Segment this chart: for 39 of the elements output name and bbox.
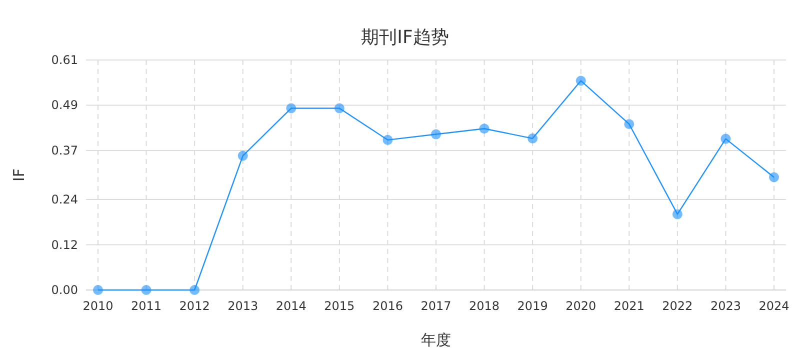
point [624, 119, 634, 130]
y-tick-label: 0.37 [51, 143, 78, 158]
y-tick-label: 0.24 [51, 192, 78, 207]
point [141, 285, 152, 295]
x-tick-label: 2021 [614, 299, 644, 313]
x-tick-label: 2010 [82, 299, 114, 313]
x-tick-label: 2014 [276, 299, 306, 313]
x-tick-label: 2016 [372, 299, 403, 313]
point [720, 134, 731, 144]
point [190, 285, 200, 295]
point [93, 285, 103, 295]
point [382, 134, 393, 145]
point [769, 172, 779, 182]
y-tick-label: 0.00 [51, 283, 78, 297]
x-tick-label: 2022 [662, 299, 693, 313]
y-tick-label: 0.61 [51, 53, 78, 67]
x-tick-label: 2017 [420, 299, 452, 313]
x-axis-title: 年度 [421, 331, 451, 349]
x-tick-label: 2015 [324, 299, 355, 313]
y-axis-title: IF [10, 168, 28, 182]
y-tick-label: 0.12 [51, 238, 78, 252]
x-tick-label: 2020 [566, 299, 596, 313]
point [479, 124, 490, 134]
x-tick-label: 2023 [710, 299, 741, 313]
x-tick-label: 2018 [469, 299, 500, 313]
x-tick-label: 2019 [517, 299, 548, 313]
x-tick-label: 2011 [131, 299, 162, 313]
point [286, 103, 296, 114]
point [431, 129, 441, 140]
point [528, 133, 538, 144]
point [576, 76, 586, 86]
point [334, 103, 344, 114]
x-tick-label: 2012 [179, 299, 210, 313]
x-tick-label: 2024 [758, 299, 790, 313]
x-tick-label: 2013 [228, 299, 258, 313]
chart-title: 期刊IF趋势 [361, 27, 449, 48]
y-tick-label: 0.49 [51, 98, 78, 112]
point [672, 209, 682, 220]
point [238, 150, 248, 161]
